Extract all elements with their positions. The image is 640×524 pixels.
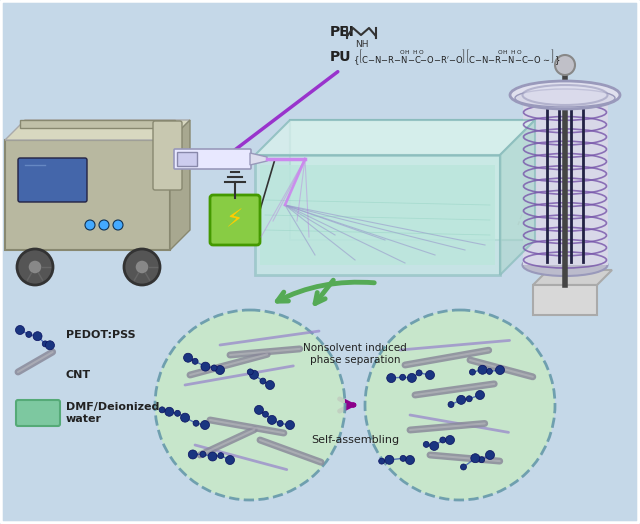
Text: PEI: PEI <box>330 25 355 39</box>
Circle shape <box>448 401 454 408</box>
Ellipse shape <box>522 254 607 276</box>
Circle shape <box>42 341 48 347</box>
Circle shape <box>471 454 480 463</box>
Circle shape <box>250 370 259 379</box>
Circle shape <box>400 455 406 462</box>
Circle shape <box>192 358 198 364</box>
Circle shape <box>247 369 253 375</box>
Circle shape <box>399 374 406 380</box>
Circle shape <box>28 260 42 274</box>
Polygon shape <box>5 140 170 250</box>
Circle shape <box>26 331 32 337</box>
Text: PU: PU <box>330 50 351 64</box>
Circle shape <box>466 396 472 402</box>
FancyBboxPatch shape <box>290 120 535 240</box>
Ellipse shape <box>515 89 615 107</box>
Bar <box>523 95 608 265</box>
Circle shape <box>164 407 174 416</box>
Circle shape <box>208 452 217 461</box>
Bar <box>177 152 197 166</box>
Circle shape <box>184 353 193 362</box>
Circle shape <box>155 310 345 500</box>
Circle shape <box>387 374 396 383</box>
Circle shape <box>45 341 54 350</box>
Circle shape <box>406 455 415 464</box>
Circle shape <box>180 413 189 422</box>
Bar <box>20 120 175 128</box>
Circle shape <box>260 378 266 384</box>
Circle shape <box>200 451 206 457</box>
Circle shape <box>211 365 217 371</box>
Circle shape <box>495 366 504 375</box>
Circle shape <box>15 325 24 334</box>
Text: PEDOT:PSS: PEDOT:PSS <box>66 330 136 340</box>
Circle shape <box>124 249 160 285</box>
Circle shape <box>486 451 495 460</box>
Circle shape <box>445 435 454 444</box>
Circle shape <box>159 407 165 413</box>
FancyBboxPatch shape <box>174 149 251 169</box>
Circle shape <box>85 220 95 230</box>
Polygon shape <box>500 120 535 275</box>
Circle shape <box>385 455 394 464</box>
FancyBboxPatch shape <box>255 155 500 275</box>
Polygon shape <box>255 120 535 155</box>
Circle shape <box>423 441 429 447</box>
Text: Self-assembling: Self-assembling <box>311 435 399 445</box>
Circle shape <box>216 366 225 375</box>
Circle shape <box>479 457 484 463</box>
Bar <box>533 285 597 315</box>
Circle shape <box>379 458 385 464</box>
Circle shape <box>17 249 53 285</box>
Text: Nonsolvent induced
phase separation: Nonsolvent induced phase separation <box>303 343 407 365</box>
FancyBboxPatch shape <box>153 121 182 190</box>
Circle shape <box>193 420 199 426</box>
Bar <box>260 165 495 265</box>
Text: CNT: CNT <box>66 370 91 380</box>
Circle shape <box>225 455 234 464</box>
FancyBboxPatch shape <box>16 400 60 426</box>
FancyBboxPatch shape <box>18 158 87 202</box>
Circle shape <box>476 390 484 399</box>
Circle shape <box>175 410 180 417</box>
Circle shape <box>262 411 268 417</box>
Polygon shape <box>5 120 190 140</box>
Polygon shape <box>170 120 190 250</box>
Circle shape <box>268 416 276 424</box>
Circle shape <box>440 437 446 443</box>
Circle shape <box>365 310 555 500</box>
Circle shape <box>555 55 575 75</box>
Circle shape <box>426 370 435 379</box>
Circle shape <box>285 420 294 430</box>
Ellipse shape <box>510 81 620 109</box>
Circle shape <box>486 368 492 374</box>
Circle shape <box>407 374 417 383</box>
Text: DMF/Deionized
water: DMF/Deionized water <box>66 402 159 424</box>
Circle shape <box>277 420 283 427</box>
Circle shape <box>135 260 149 274</box>
Circle shape <box>469 369 476 375</box>
Text: $\{$$\left[\overset{\mathrm{OH\ \ H\ O}}{\mathrm{C{-}N{-}R{-}N{-}C{-}O{-}R^\prim: $\{$$\left[\overset{\mathrm{OH\ \ H\ O}}… <box>353 47 561 67</box>
Circle shape <box>99 220 109 230</box>
Circle shape <box>457 396 466 405</box>
FancyBboxPatch shape <box>210 195 260 245</box>
Circle shape <box>255 406 264 414</box>
Circle shape <box>113 220 123 230</box>
Circle shape <box>188 450 197 459</box>
Circle shape <box>218 453 224 458</box>
Text: NH: NH <box>355 40 369 49</box>
Ellipse shape <box>522 85 607 105</box>
Circle shape <box>33 332 42 341</box>
Circle shape <box>478 365 487 374</box>
Circle shape <box>200 420 209 430</box>
Circle shape <box>416 370 422 376</box>
Polygon shape <box>250 153 267 165</box>
Circle shape <box>429 441 438 451</box>
Text: ⚡: ⚡ <box>227 208 244 232</box>
Circle shape <box>201 362 210 371</box>
Circle shape <box>266 380 275 389</box>
Circle shape <box>461 464 467 470</box>
Polygon shape <box>533 270 612 285</box>
